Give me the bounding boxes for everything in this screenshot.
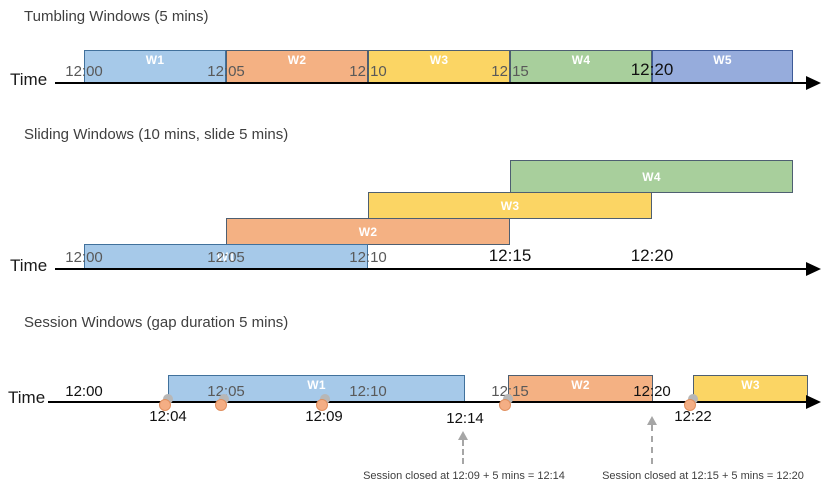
session-window-w1: W1 [168, 375, 465, 403]
tumbling-window-w2: W2 [226, 50, 368, 84]
session-close-arrow-line [462, 440, 464, 464]
session-tick-1215: 12:15 [491, 383, 529, 400]
tumbling-window-w4: W4 [510, 50, 652, 84]
window-label: W1 [216, 250, 236, 264]
window-label: W3 [741, 378, 760, 392]
session-window-w2: W2 [508, 375, 653, 403]
sliding-window-w1: W1 [84, 244, 368, 270]
sliding-window-w3: W3 [368, 192, 652, 219]
event-dot-1209 [316, 399, 328, 411]
session-close-annotation-1: Session closed at 12:09 + 5 mins = 12:14 [363, 470, 565, 482]
session-close-arrow-icon [647, 416, 657, 425]
window-label: W3 [429, 53, 449, 67]
session-tick-1205: 12:05 [207, 383, 245, 400]
window-label: W2 [358, 224, 378, 239]
session-time-axis [48, 401, 808, 403]
window-label: W2 [571, 378, 590, 392]
window-label: W1 [145, 53, 165, 67]
session-close-annotation-2: Session closed at 12:15 + 5 mins = 12:20 [602, 470, 804, 482]
tumbling-tick-1205: 12:05 [207, 63, 245, 80]
event-time-1214: 12:14 [446, 410, 484, 427]
tumbling-time-axis-label: Time [10, 70, 48, 89]
session-close-arrow-icon [458, 431, 468, 440]
tumbling-tick-1220: 12:20 [630, 60, 674, 79]
event-time-1209: 12:09 [305, 408, 343, 425]
event-time-1204: 12:04 [149, 408, 187, 425]
window-label: W4 [642, 169, 661, 184]
window-label: W2 [287, 53, 307, 67]
tumbling-axis-arrow-icon [806, 76, 821, 90]
session-window-w3: W3 [693, 375, 808, 403]
event-dot-1222 [684, 399, 696, 411]
session-section-title: Session Windows (gap duration 5 mins) [24, 314, 289, 331]
session-tick-1200: 12:00 [65, 383, 103, 400]
sliding-axis-arrow-icon [806, 262, 821, 276]
event-dot-1204 [159, 399, 171, 411]
tumbling-tick-1215: 12:15 [491, 63, 529, 80]
session-axis-arrow-icon [806, 395, 821, 409]
tumbling-time-axis [55, 82, 808, 84]
sliding-window-w4: W4 [510, 160, 793, 193]
event-time-1222: 12:22 [674, 408, 712, 425]
session-tick-1220: 12:20 [633, 383, 671, 400]
tumbling-window-w1: W1 [84, 50, 226, 84]
tumbling-tick-1210: 12:10 [349, 63, 387, 80]
sliding-tick-1210: 12:10 [349, 249, 387, 266]
tumbling-section-title: Tumbling Windows (5 mins) [24, 8, 209, 25]
sliding-tick-1200: 12:00 [65, 249, 103, 266]
sliding-time-axis [55, 268, 808, 270]
window-label: W1 [307, 378, 326, 392]
session-time-axis-label: Time [8, 388, 46, 407]
session-close-arrow-line [651, 425, 653, 464]
window-label: W4 [571, 53, 591, 67]
window-label: W5 [713, 53, 732, 67]
sliding-time-axis-label: Time [10, 256, 48, 275]
session-tick-1210: 12:10 [349, 383, 387, 400]
window-label: W3 [500, 198, 520, 213]
sliding-tick-1215: 12:15 [488, 246, 532, 265]
sliding-tick-1220: 12:20 [630, 246, 674, 265]
tumbling-tick-1200: 12:00 [65, 63, 103, 80]
tumbling-window-w3: W3 [368, 50, 510, 84]
sliding-window-w2: W2 [226, 218, 510, 245]
event-dot-1206 [215, 399, 227, 411]
sliding-tick-1205: 12:05 [207, 249, 245, 266]
event-dot-1215 [499, 399, 511, 411]
sliding-section-title: Sliding Windows (10 mins, slide 5 mins) [24, 126, 289, 143]
